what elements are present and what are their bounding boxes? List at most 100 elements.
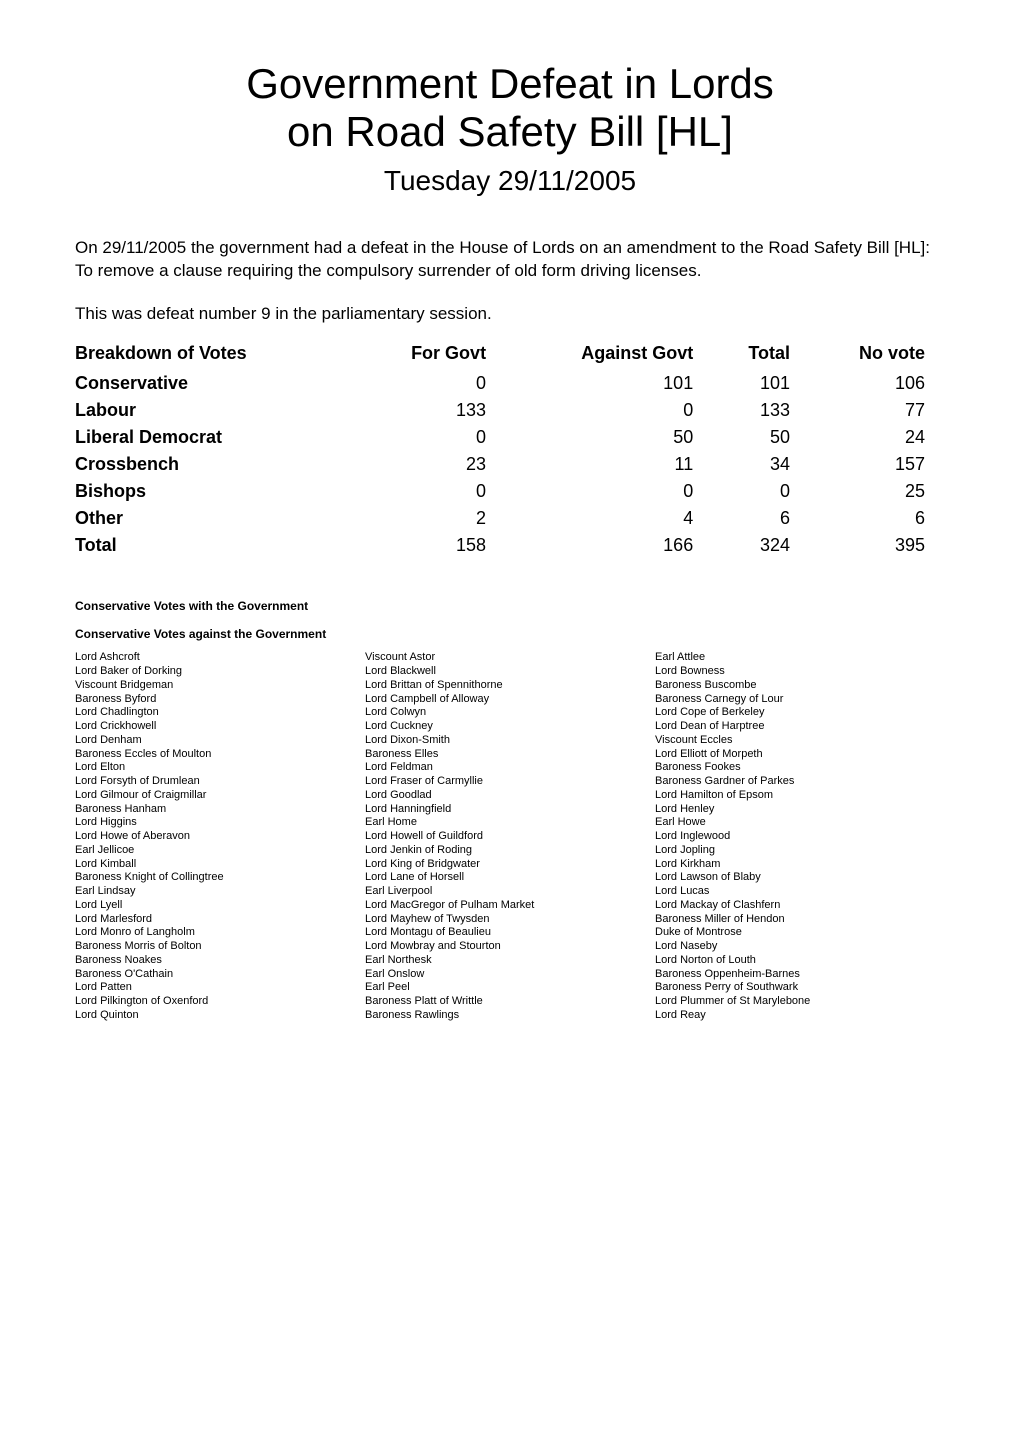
member-name: Lord Kimball [75, 858, 359, 872]
member-name: Lord Cuckney [365, 720, 649, 734]
row-novote: 395 [810, 532, 945, 559]
row-label: Bishops [75, 478, 357, 505]
member-name: Lord Naseby [655, 940, 939, 954]
header-no-vote: No vote [810, 340, 945, 370]
defeat-number-text: This was defeat number 9 in the parliame… [75, 304, 945, 324]
member-name: Baroness Platt of Writtle [365, 995, 649, 1009]
row-for: 133 [357, 397, 506, 424]
member-name: Lord Jenkin of Roding [365, 844, 649, 858]
intro-paragraph: On 29/11/2005 the government had a defea… [75, 237, 945, 283]
row-for: 158 [357, 532, 506, 559]
member-name: Baroness Buscombe [655, 679, 939, 693]
member-name: Lord Mowbray and Stourton [365, 940, 649, 954]
members-row: Lord AshcroftLord Baker of DorkingViscou… [75, 651, 945, 1022]
row-novote: 25 [810, 478, 945, 505]
member-name: Lord Patten [75, 981, 359, 995]
date-line: Tuesday 29/11/2005 [75, 165, 945, 197]
member-name: Lord Higgins [75, 816, 359, 830]
table-row: Liberal Democrat 0 50 50 24 [75, 424, 945, 451]
member-name: Lord Reay [655, 1009, 939, 1023]
table-row: Total 158 166 324 395 [75, 532, 945, 559]
row-total: 133 [713, 397, 810, 424]
member-name: Duke of Montrose [655, 926, 939, 940]
row-novote: 77 [810, 397, 945, 424]
member-name: Viscount Astor [365, 651, 649, 665]
table-row: Other 2 4 6 6 [75, 505, 945, 532]
row-against: 101 [506, 370, 713, 397]
members-col-3: Earl AttleeLord BownessBaroness Buscombe… [655, 651, 945, 1022]
member-name: Baroness O'Cathain [75, 968, 359, 982]
member-name: Lord Mackay of Clashfern [655, 899, 939, 913]
row-label: Total [75, 532, 357, 559]
member-name: Lord Blackwell [365, 665, 649, 679]
member-name: Lord Crickhowell [75, 720, 359, 734]
row-label: Other [75, 505, 357, 532]
member-name: Baroness Elles [365, 748, 649, 762]
header-total: Total [713, 340, 810, 370]
members-col-2: Viscount AstorLord BlackwellLord Brittan… [365, 651, 655, 1022]
row-novote: 106 [810, 370, 945, 397]
table-row: Labour 133 0 133 77 [75, 397, 945, 424]
title-line-2: on Road Safety Bill [HL] [287, 108, 733, 155]
row-total: 101 [713, 370, 810, 397]
header-for-govt: For Govt [357, 340, 506, 370]
member-name: Earl Jellicoe [75, 844, 359, 858]
member-name: Lord Ashcroft [75, 651, 359, 665]
row-novote: 24 [810, 424, 945, 451]
member-name: Lord Mayhew of Twysden [365, 913, 649, 927]
row-novote: 6 [810, 505, 945, 532]
member-name: Lord Kirkham [655, 858, 939, 872]
member-name: Lord Pilkington of Oxenford [75, 995, 359, 1009]
member-name: Earl Attlee [655, 651, 939, 665]
member-name: Lord Denham [75, 734, 359, 748]
row-against: 0 [506, 478, 713, 505]
member-name: Baroness Morris of Bolton [75, 940, 359, 954]
row-against: 4 [506, 505, 713, 532]
header-against-govt: Against Govt [506, 340, 713, 370]
members-table: Lord AshcroftLord Baker of DorkingViscou… [75, 651, 945, 1022]
member-name: Lord Lane of Horsell [365, 871, 649, 885]
member-name: Baroness Fookes [655, 761, 939, 775]
member-name: Baroness Perry of Southwark [655, 981, 939, 995]
member-name: Earl Home [365, 816, 649, 830]
member-name: Lord Forsyth of Drumlean [75, 775, 359, 789]
member-name: Lord Gilmour of Craigmillar [75, 789, 359, 803]
member-name: Lord Hanningfield [365, 803, 649, 817]
member-name: Viscount Eccles [655, 734, 939, 748]
member-name: Baroness Oppenheim-Barnes [655, 968, 939, 982]
member-name: Lord Jopling [655, 844, 939, 858]
member-name: Lord Goodlad [365, 789, 649, 803]
row-for: 23 [357, 451, 506, 478]
member-name: Lord Brittan of Spennithorne [365, 679, 649, 693]
section-with-govt-heading: Conservative Votes with the Government [75, 599, 945, 613]
member-name: Lord Lucas [655, 885, 939, 899]
row-against: 50 [506, 424, 713, 451]
member-name: Baroness Rawlings [365, 1009, 649, 1023]
votes-table: Breakdown of Votes For Govt Against Govt… [75, 340, 945, 559]
section-against-govt-heading: Conservative Votes against the Governmen… [75, 627, 945, 641]
row-total: 34 [713, 451, 810, 478]
members-col-1: Lord AshcroftLord Baker of DorkingViscou… [75, 651, 365, 1022]
row-for: 0 [357, 370, 506, 397]
member-name: Lord Dixon-Smith [365, 734, 649, 748]
member-name: Baroness Byford [75, 693, 359, 707]
row-against: 11 [506, 451, 713, 478]
member-name: Earl Howe [655, 816, 939, 830]
member-name: Earl Northesk [365, 954, 649, 968]
member-name: Baroness Miller of Hendon [655, 913, 939, 927]
member-name: Lord Quinton [75, 1009, 359, 1023]
header-breakdown: Breakdown of Votes [75, 340, 357, 370]
member-name: Lord Colwyn [365, 706, 649, 720]
member-name: Lord Fraser of Carmyllie [365, 775, 649, 789]
member-name: Lord King of Bridgwater [365, 858, 649, 872]
row-against: 0 [506, 397, 713, 424]
member-name: Lord MacGregor of Pulham Market [365, 899, 649, 913]
member-name: Earl Peel [365, 981, 649, 995]
votes-header-row: Breakdown of Votes For Govt Against Govt… [75, 340, 945, 370]
table-row: Crossbench 23 11 34 157 [75, 451, 945, 478]
member-name: Baroness Hanham [75, 803, 359, 817]
member-name: Lord Hamilton of Epsom [655, 789, 939, 803]
title-line-1: Government Defeat in Lords [246, 60, 774, 107]
member-name: Baroness Knight of Collingtree [75, 871, 359, 885]
member-name: Lord Howe of Aberavon [75, 830, 359, 844]
